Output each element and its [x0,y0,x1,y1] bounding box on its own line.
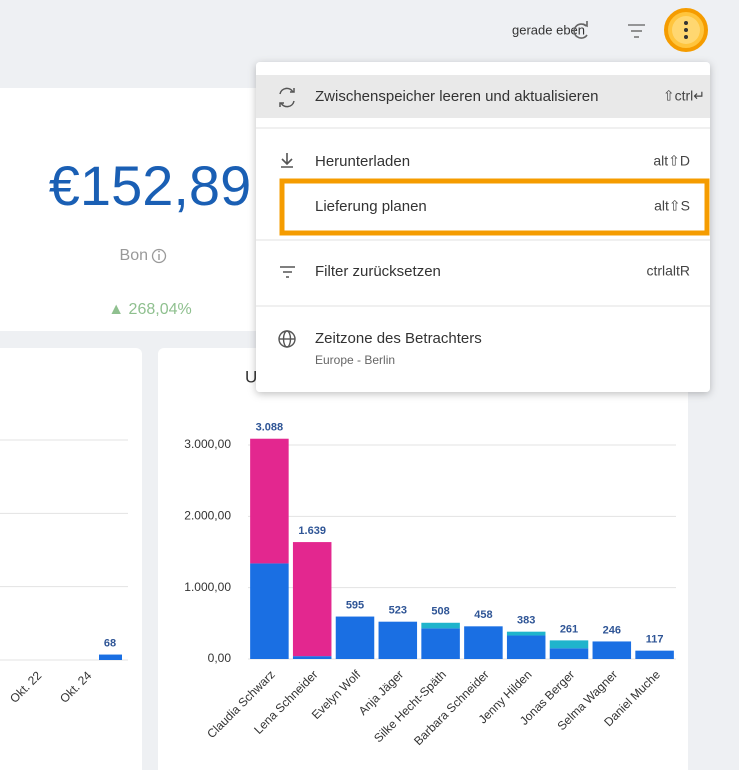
menu-label: Lieferung planen [315,198,427,215]
kpi-label: Bon [120,247,148,264]
value-label: 68 [104,637,116,649]
bar-segment [464,626,503,659]
globe-icon [278,330,296,348]
value-label: 595 [346,599,364,611]
dot [684,21,688,25]
bar-segment [592,641,632,659]
left-chart-card [0,348,142,770]
refresh-icon [573,23,588,39]
bar-segment [378,621,418,659]
bar-segment [292,656,332,659]
value-label: 383 [517,615,535,627]
y-tick-label: 0,00 [208,651,232,665]
filter-button[interactable] [628,24,645,38]
refresh-icon [279,87,295,108]
bar-segment [549,640,589,649]
value-label: 3.088 [256,422,284,434]
menu-label: Zeitzone des Betrachters [315,330,482,347]
bar-segment [250,563,289,659]
kpi-card [0,88,280,331]
bar-segment [635,650,674,659]
y-tick-label: 2.000,00 [184,509,231,523]
bar-segment [250,438,289,564]
menu-shortcut: ⇧ctrl↵ [663,88,705,104]
value-label: 523 [389,605,407,617]
chart-title: U [245,367,257,386]
menu-item[interactable]: Zwischenspeicher leeren und aktualisiere… [279,87,705,108]
bar-segment [549,648,589,659]
value-label: 261 [560,623,578,635]
hover-bg [256,75,710,118]
value-label: 508 [431,606,449,618]
bar-segment [421,628,460,659]
context-menu: Zwischenspeicher leeren und aktualisiere… [256,62,710,392]
menu-panel [256,62,710,392]
y-tick-label: 3.000,00 [184,437,231,451]
menu-item[interactable]: Herunterladen alt⇧D [281,153,690,170]
info-icon [151,248,167,264]
menu-sublabel: Europe - Berlin [315,353,395,367]
menu-label: Zwischenspeicher leeren und aktualisiere… [315,88,599,105]
bar [99,654,122,660]
menu-item[interactable]: Filter zurücksetzen ctrlaltR [280,263,690,280]
y-tick-label: 1.000,00 [184,580,231,594]
right-chart-card [158,348,688,770]
kpi-value: €152,89 [49,154,251,217]
bar-segment [421,622,460,629]
bar-segment [506,635,546,659]
bar-segment [292,542,332,657]
highlight-box [279,178,710,236]
kpi-change: ▲ 268,04% [108,301,191,318]
bar-segment [335,616,375,659]
filter-icon [280,266,295,278]
value-label: 1.639 [298,525,326,537]
value-label: 246 [603,624,621,636]
menu-shortcut: alt⇧S [654,198,690,214]
value-label: 458 [474,609,492,621]
refresh-arrow [582,21,588,28]
download-icon [281,153,293,168]
refresh-button[interactable] [573,21,588,39]
menu-shortcut: alt⇧D [653,153,690,169]
menu-label: Herunterladen [315,153,410,170]
bar-segment [506,631,546,636]
menu-item[interactable]: Lieferung planen alt⇧S [279,178,710,236]
dot [684,28,688,32]
menu-item[interactable]: Zeitzone des Betrachters Europe - Berlin [278,330,482,367]
menu-shortcut: ctrlaltR [646,263,690,279]
dot [684,35,688,39]
value-label: 117 [646,634,664,646]
more-button[interactable] [664,8,708,52]
menu-label: Filter zurücksetzen [315,263,441,280]
status: gerade eben [512,22,585,37]
